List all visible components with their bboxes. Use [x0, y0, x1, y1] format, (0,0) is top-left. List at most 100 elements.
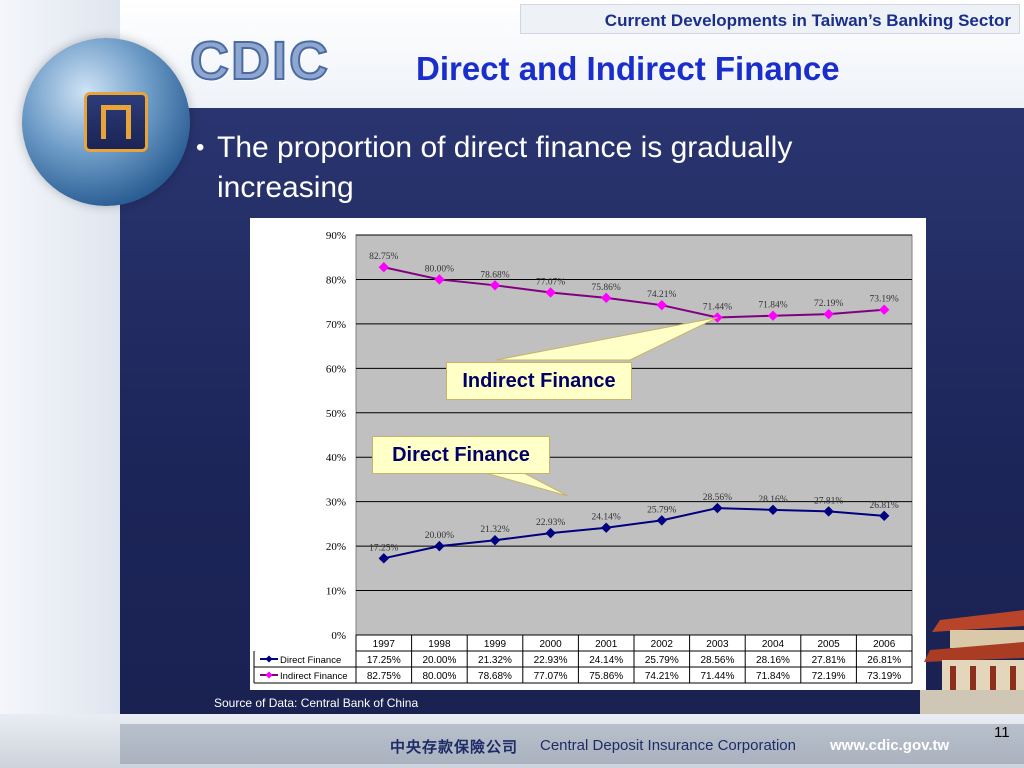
data-label: 80.00% [425, 264, 454, 274]
footer-org-name: Central Deposit Insurance Corporation [540, 737, 796, 754]
data-point [767, 504, 779, 516]
data-label: 21.32% [480, 525, 509, 535]
table-cell: 17.25% [367, 655, 401, 666]
table-cell: 24.14% [589, 655, 623, 666]
footer-url: www.cdic.gov.tw [830, 737, 950, 754]
data-label: 73.19% [870, 295, 899, 305]
bullet-icon: • [196, 134, 205, 161]
data-label: 72.19% [814, 299, 843, 309]
table-cell: 28.16% [756, 655, 790, 666]
y-tick-label: 30% [326, 497, 346, 509]
table-cell: 20.00% [422, 655, 456, 666]
y-tick-label: 20% [326, 541, 346, 553]
data-label: 28.16% [758, 495, 787, 505]
y-tick-label: 50% [326, 408, 346, 420]
legend-entry: Indirect Finance [280, 671, 348, 682]
data-label: 82.75% [369, 252, 398, 262]
data-point [600, 292, 612, 304]
data-point [767, 310, 779, 321]
data-point [656, 299, 668, 311]
data-label: 27.81% [814, 496, 843, 506]
table-cell: 72.19% [812, 671, 846, 682]
table-cell: 82.75% [367, 671, 401, 682]
data-point [434, 274, 445, 285]
data-label: 74.21% [647, 290, 676, 300]
x-tick-label: 1998 [428, 639, 451, 650]
data-label: 78.68% [480, 270, 509, 280]
x-tick-label: 2001 [595, 639, 618, 650]
table-cell: 80.00% [422, 671, 456, 682]
slide-title: Direct and Indirect Finance [416, 50, 840, 87]
data-point [878, 510, 890, 522]
chart-panel: 0% 10% 20% 30% 40% 50% 60% 70% 80% 90% 1997 1998 199… [250, 218, 926, 690]
data-label: 20.00% [425, 531, 454, 541]
data-label: 22.93% [536, 518, 565, 528]
data-point [878, 304, 890, 315]
data-label: 71.84% [758, 301, 787, 311]
table-cell: 77.07% [534, 671, 568, 682]
data-label: 17.25% [369, 543, 398, 553]
table-cell: 26.81% [867, 655, 901, 666]
callout-direct-finance: Direct Finance [372, 436, 550, 474]
table-cell: 28.56% [700, 655, 734, 666]
page-number: 11 [994, 724, 1010, 741]
data-point [823, 506, 834, 517]
table-cell: 27.81% [812, 655, 846, 666]
legend-marker [265, 655, 273, 663]
table-cell: 74.21% [645, 671, 679, 682]
data-label: 71.44% [703, 302, 732, 312]
plot-area [355, 234, 913, 636]
data-point [489, 535, 501, 546]
x-tick-label: 1997 [373, 639, 396, 650]
data-point [378, 262, 390, 273]
data-point [712, 502, 723, 514]
footer-bar [120, 724, 1024, 764]
data-label: 26.81% [870, 501, 899, 511]
x-tick-label: 2003 [706, 639, 729, 650]
y-tick-label: 80% [326, 274, 346, 286]
table-cell: 22.93% [534, 655, 568, 666]
x-tick-label: 2004 [762, 639, 785, 650]
data-point [489, 280, 501, 291]
table-cell: 21.32% [478, 655, 512, 666]
table-cell: 71.84% [756, 671, 790, 682]
data-point [378, 553, 390, 564]
legend-entry: Direct Finance [280, 655, 341, 666]
data-point [545, 527, 556, 539]
data-point [434, 540, 445, 552]
table-cell: 78.68% [478, 671, 512, 682]
data-label: 28.56% [703, 493, 732, 503]
x-tick-label: 2006 [873, 639, 896, 650]
cdic-logo: CDIC [189, 30, 330, 92]
y-tick-label: 90% [326, 230, 346, 242]
y-tick-label: 60% [326, 363, 346, 375]
temple-illustration [920, 610, 1024, 714]
table-cell: 71.44% [700, 671, 734, 682]
data-point [545, 287, 556, 298]
x-tick-label: 2000 [539, 639, 562, 650]
callout-indirect-finance: Indirect Finance [446, 362, 632, 400]
y-tick-label: 10% [326, 586, 346, 598]
x-tick-label: 1999 [484, 639, 507, 650]
data-label: 25.79% [647, 505, 676, 515]
data-point [600, 522, 612, 533]
data-source: Source of Data: Central Bank of China [214, 696, 419, 710]
cdic-emblem-icon [84, 92, 148, 152]
data-label: 77.07% [536, 277, 565, 287]
y-tick-label: 40% [326, 452, 346, 464]
y-tick-label: 70% [326, 319, 346, 331]
line-chart: 0% 10% 20% 30% 40% 50% 60% 70% 80% 90% 1997 1998 199… [253, 230, 913, 684]
x-tick-label: 2005 [817, 639, 840, 650]
table-cell: 73.19% [867, 671, 901, 682]
footer-chinese-name: 中央存款保險公司 [390, 739, 519, 756]
bullet-text: The proportion of direct finance is grad… [217, 131, 793, 204]
data-label: 75.86% [592, 283, 621, 293]
series-line-0 [383, 507, 885, 560]
table-cell: 75.86% [589, 671, 623, 682]
x-tick-label: 2002 [651, 639, 674, 650]
series-line-1 [383, 266, 885, 319]
top-banner: Current Developments in Taiwan’s Banking… [520, 4, 1020, 34]
y-tick-label: 0% [331, 630, 346, 642]
legend-marker [265, 671, 273, 679]
data-label: 24.14% [592, 513, 621, 523]
